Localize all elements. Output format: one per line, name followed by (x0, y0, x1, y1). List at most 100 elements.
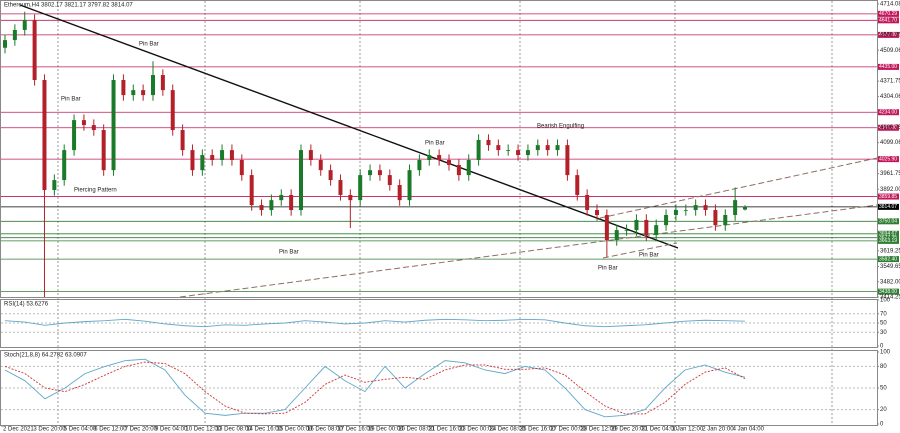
candle-body (101, 130, 106, 171)
candle-body (693, 205, 698, 211)
level-label: 4165.00 (879, 125, 897, 131)
candle-body (437, 155, 442, 161)
level-tag (878, 237, 899, 244)
x-tick-label: 21 Dec 16:00 (429, 427, 465, 433)
y-tick-label: 0 (880, 422, 884, 428)
y-tick-label: 3482.00 (880, 279, 900, 285)
candle-body (486, 139, 491, 146)
level-tag (878, 31, 899, 38)
candle-body (664, 215, 669, 226)
x-tick-label: 24 Dec 08:00 (489, 427, 525, 433)
candle-body (743, 206, 747, 210)
x-tick-label: 9 Dec 04:00 (155, 427, 188, 433)
candle-body (229, 150, 234, 161)
x-tick-label: 19 Dec 00:00 (368, 427, 404, 433)
y-tick-label: 0 (880, 344, 884, 350)
candle-body (703, 205, 708, 211)
annotation: Pin Bar (61, 97, 81, 103)
level-tag (878, 63, 899, 70)
candle-body (72, 120, 77, 151)
candle-body (12, 29, 17, 41)
candle-body (308, 150, 313, 161)
level-tag (878, 234, 899, 241)
candle-body (683, 210, 688, 211)
level-tag (878, 288, 899, 295)
candle-body (506, 150, 511, 151)
channel-line (179, 204, 878, 298)
candle-body (733, 200, 738, 216)
y-tick-label: 4576.75 (880, 33, 900, 39)
candle-body (604, 215, 609, 241)
level-label: 4670.29 (879, 11, 897, 17)
chart-title: Ethereum,H4 3802.17 3821.17 3797.82 3814… (4, 3, 133, 9)
y-tick-label: 4304.06 (880, 94, 900, 100)
candle-body (220, 150, 225, 161)
candle-body (121, 79, 126, 96)
y-tick-label: 4509.06 (880, 48, 900, 54)
candle-body (239, 160, 244, 176)
level-tag (878, 230, 899, 237)
indicator-line (4, 361, 746, 415)
x-tick-label: 10 Dec 12:00 (185, 427, 221, 433)
level-tag (878, 109, 899, 116)
level-label: 4577.00 (879, 32, 897, 38)
candle-body (387, 175, 392, 186)
level-tag (878, 193, 899, 200)
candle-body (377, 170, 382, 176)
x-tick-label: 2 Jan 20:00 (702, 427, 734, 433)
y-tick-label: 3414.25 (880, 295, 900, 301)
level-label: 3694.67 (879, 231, 897, 237)
candle-body (723, 215, 728, 226)
candle-body (358, 175, 363, 201)
y-tick-label: 50 (880, 386, 887, 392)
level-label: 3582.40 (879, 256, 897, 262)
y-tick-label: 20 (880, 407, 887, 413)
x-tick-label: 2 Dec 2021 (3, 427, 34, 433)
candle-body (249, 175, 254, 206)
candle-body (535, 145, 540, 151)
candle-body (427, 155, 432, 161)
x-tick-label: 31 Dec 04:00 (641, 427, 677, 433)
candle-body (476, 139, 481, 161)
level-tag (878, 124, 899, 131)
y-tick-label: 4714.08 (880, 2, 900, 8)
level-label: 4025.90 (879, 156, 897, 162)
level-label: 3438.00 (879, 289, 897, 295)
level-label: 3859.85 (879, 194, 897, 200)
x-tick-label: 16 Dec 08:00 (307, 427, 343, 433)
x-tick-label: 5 Dec 04:00 (64, 427, 97, 433)
candle-body (180, 130, 185, 151)
candle-body (516, 150, 521, 156)
y-tick-label: 50 (880, 321, 887, 327)
candle-body (318, 160, 323, 171)
candle-body (190, 150, 195, 171)
level-tag (878, 218, 899, 225)
candle-body (200, 155, 205, 171)
candle-body (32, 20, 37, 80)
candle-body (42, 79, 47, 190)
candle-body (81, 120, 86, 126)
candle-body (397, 185, 402, 201)
x-tick-label: 25 Dec 16:00 (520, 427, 556, 433)
x-tick-label: 14 Dec 16:00 (246, 427, 282, 433)
annotation: Pin Bar (139, 42, 159, 48)
candle-body (52, 180, 57, 190)
channel-line (602, 242, 678, 259)
candle-body (170, 90, 175, 131)
level-tag (878, 203, 899, 210)
annotation: Bearish Engulfing (537, 124, 584, 130)
indicator-line (4, 358, 746, 418)
candle-body (496, 145, 501, 151)
annotation: Pin Bar (279, 250, 299, 256)
x-tick-label: 4 Jan 04:00 (733, 427, 765, 433)
candle-body (456, 164, 461, 176)
candle-body (644, 219, 649, 236)
y-tick-label: 30 (880, 330, 887, 336)
y-tick-label: 80 (880, 364, 887, 370)
x-tick-label: 3 Dec 20:00 (33, 427, 66, 433)
candle-body (269, 200, 274, 211)
x-tick-label: 28 Dec 12:00 (581, 427, 617, 433)
level-label: 4435.00 (879, 64, 897, 70)
x-tick-label: 15 Dec 00:00 (277, 427, 313, 433)
level-label: 3814.07 (879, 204, 897, 210)
